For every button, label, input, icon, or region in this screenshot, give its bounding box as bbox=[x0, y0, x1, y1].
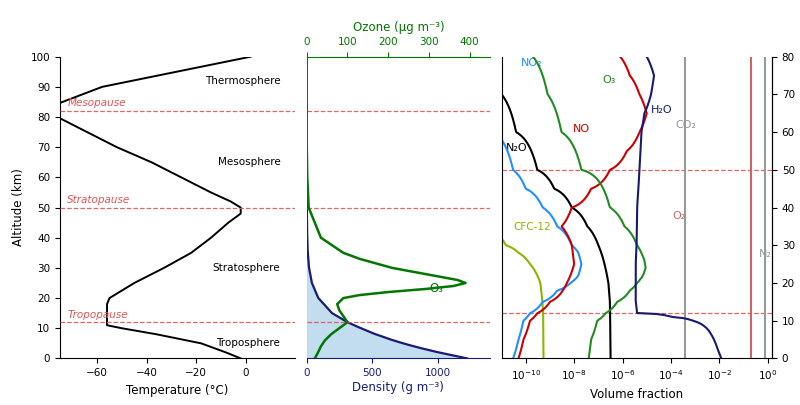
Text: Stratopause: Stratopause bbox=[67, 195, 130, 205]
Text: N₂O: N₂O bbox=[506, 143, 527, 153]
X-axis label: Volume fraction: Volume fraction bbox=[590, 388, 683, 401]
Text: Mesosphere: Mesosphere bbox=[218, 157, 280, 167]
Text: O₂: O₂ bbox=[673, 211, 686, 221]
Text: CO₂: CO₂ bbox=[675, 120, 696, 130]
Text: O₃: O₃ bbox=[602, 75, 616, 85]
Text: H₂O: H₂O bbox=[651, 105, 673, 115]
X-axis label: Density (g m⁻³): Density (g m⁻³) bbox=[353, 381, 444, 394]
Text: N₂: N₂ bbox=[759, 249, 772, 259]
Y-axis label: Altitude (km): Altitude (km) bbox=[12, 168, 25, 247]
X-axis label: Ozone (μg m⁻³): Ozone (μg m⁻³) bbox=[353, 21, 444, 34]
Text: Stratosphere: Stratosphere bbox=[213, 263, 280, 273]
Text: NO₂: NO₂ bbox=[520, 58, 542, 68]
Text: Tropopause: Tropopause bbox=[67, 310, 128, 320]
Text: Thermosphere: Thermosphere bbox=[205, 76, 280, 86]
Text: O₃: O₃ bbox=[429, 282, 443, 295]
Text: Mesopause: Mesopause bbox=[67, 98, 126, 109]
X-axis label: Temperature (°C): Temperature (°C) bbox=[126, 384, 229, 397]
Text: NO: NO bbox=[573, 124, 590, 134]
Text: Troposphere: Troposphere bbox=[217, 338, 280, 348]
Text: CFC-12: CFC-12 bbox=[513, 222, 550, 232]
